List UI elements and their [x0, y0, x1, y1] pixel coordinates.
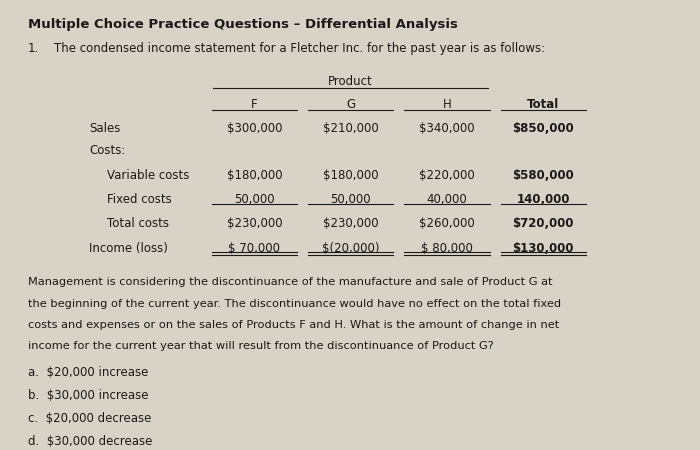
- Text: Variable costs: Variable costs: [106, 169, 189, 181]
- Text: a.  $20,000 increase: a. $20,000 increase: [27, 366, 148, 379]
- Text: $180,000: $180,000: [323, 169, 379, 181]
- Text: $(20,000): $(20,000): [322, 242, 379, 255]
- Text: d.  $30,000 decrease: d. $30,000 decrease: [27, 435, 152, 448]
- Text: $230,000: $230,000: [323, 217, 379, 230]
- Text: $720,000: $720,000: [512, 217, 574, 230]
- Text: $300,000: $300,000: [227, 122, 282, 135]
- Text: Fixed costs: Fixed costs: [106, 193, 172, 206]
- Text: $210,000: $210,000: [323, 122, 379, 135]
- Text: $260,000: $260,000: [419, 217, 475, 230]
- Text: 1.: 1.: [27, 42, 38, 55]
- Text: Management is considering the discontinuance of the manufacture and sale of Prod: Management is considering the discontinu…: [27, 277, 552, 287]
- Text: 50,000: 50,000: [234, 193, 275, 206]
- Text: $180,000: $180,000: [227, 169, 282, 181]
- Text: 140,000: 140,000: [517, 193, 570, 206]
- Text: Product: Product: [328, 76, 373, 88]
- Text: Income (loss): Income (loss): [90, 242, 168, 255]
- Text: Costs:: Costs:: [90, 144, 126, 157]
- Text: $580,000: $580,000: [512, 169, 574, 181]
- Text: $340,000: $340,000: [419, 122, 475, 135]
- Text: G: G: [346, 98, 356, 111]
- Text: $220,000: $220,000: [419, 169, 475, 181]
- Text: 50,000: 50,000: [330, 193, 371, 206]
- Text: $850,000: $850,000: [512, 122, 574, 135]
- Text: the beginning of the current year. The discontinuance would have no effect on th: the beginning of the current year. The d…: [27, 298, 561, 309]
- Text: Total: Total: [527, 98, 559, 111]
- Text: Multiple Choice Practice Questions – Differential Analysis: Multiple Choice Practice Questions – Dif…: [27, 18, 457, 31]
- Text: $ 80,000: $ 80,000: [421, 242, 473, 255]
- Text: c.  $20,000 decrease: c. $20,000 decrease: [27, 412, 151, 425]
- Text: H: H: [442, 98, 452, 111]
- Text: 40,000: 40,000: [426, 193, 468, 206]
- Text: The condensed income statement for a Fletcher Inc. for the past year is as follo: The condensed income statement for a Fle…: [54, 42, 545, 55]
- Text: b.  $30,000 increase: b. $30,000 increase: [27, 389, 148, 402]
- Text: Sales: Sales: [90, 122, 121, 135]
- Text: $130,000: $130,000: [512, 242, 574, 255]
- Text: $ 70,000: $ 70,000: [228, 242, 281, 255]
- Text: income for the current year that will result from the discontinuance of Product : income for the current year that will re…: [27, 341, 493, 351]
- Text: costs and expenses or on the sales of Products F and H. What is the amount of ch: costs and expenses or on the sales of Pr…: [27, 320, 559, 330]
- Text: Total costs: Total costs: [106, 217, 169, 230]
- Text: $230,000: $230,000: [227, 217, 282, 230]
- Text: F: F: [251, 98, 258, 111]
